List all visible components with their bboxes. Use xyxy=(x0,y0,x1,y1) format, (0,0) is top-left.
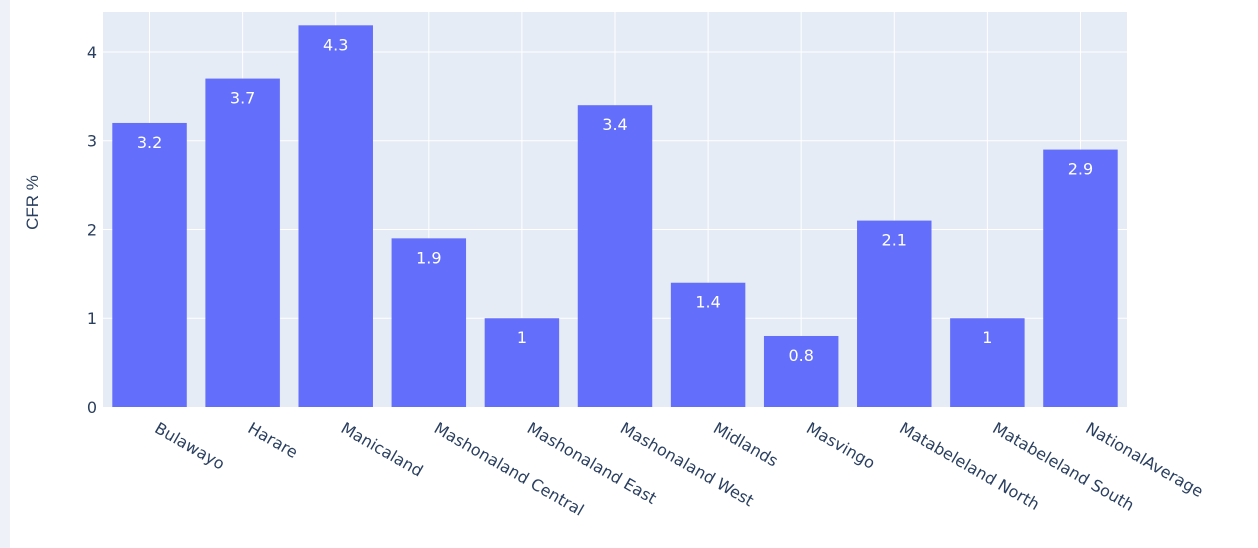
bar-midlands[interactable] xyxy=(670,282,746,407)
left-edge-strip xyxy=(0,0,10,548)
bar-mashonaland-central[interactable] xyxy=(391,238,467,407)
x-tick-label: Manicaland xyxy=(338,418,427,480)
bar-masvingo[interactable] xyxy=(763,335,839,407)
bar-value-label: 2.1 xyxy=(882,231,907,250)
y-axis-title: CFR % xyxy=(23,175,42,230)
bar-value-label: 1.9 xyxy=(416,248,441,267)
bar-nationalaverage[interactable] xyxy=(1043,149,1118,407)
bar-value-label: 3.7 xyxy=(230,89,255,108)
bar-manicaland[interactable] xyxy=(298,25,373,408)
y-tick-label: 0 xyxy=(87,398,97,417)
bar-value-label: 1.4 xyxy=(695,293,720,312)
bar-value-label: 4.3 xyxy=(323,35,348,54)
y-tick-label: 3 xyxy=(87,132,97,151)
bar-matabeleland-north[interactable] xyxy=(857,220,932,407)
bar-value-labels: 3.2 3.7 4.3 1.9 1 3.4 1.4 0.8 2.1 1 2.9 xyxy=(137,35,1093,365)
bar-matabeleland-south[interactable] xyxy=(950,318,1025,407)
y-tick-label: 4 xyxy=(87,43,97,62)
y-tick-label: 1 xyxy=(87,309,97,328)
x-tick-label: Harare xyxy=(245,418,302,462)
bar-bulawayo[interactable] xyxy=(112,122,187,408)
bar-harare[interactable] xyxy=(205,78,280,408)
bars-group xyxy=(112,25,1118,408)
x-tick-label: Midlands xyxy=(710,418,781,470)
bar-mashonaland-east[interactable] xyxy=(484,318,560,407)
y-axis-tick-labels: 0 1 2 3 4 xyxy=(87,43,97,417)
bar-value-label: 3.4 xyxy=(602,115,627,134)
x-axis-tick-labels: Bulawayo Harare Manicaland Mashonaland Cent… xyxy=(152,418,1207,519)
y-tick-label: 2 xyxy=(87,220,97,239)
x-tick-label: Bulawayo xyxy=(152,418,229,473)
bar-value-label: 1 xyxy=(517,328,527,347)
bar-value-label: 3.2 xyxy=(137,133,162,152)
bar-mashonaland-west[interactable] xyxy=(577,105,653,408)
bar-value-label: 1 xyxy=(982,328,992,347)
x-tick-label: Masvingo xyxy=(803,418,878,472)
bar-value-label: 2.9 xyxy=(1068,160,1093,179)
x-tick-label: Mashonaland Central xyxy=(431,418,587,519)
bar-value-label: 0.8 xyxy=(788,346,813,365)
